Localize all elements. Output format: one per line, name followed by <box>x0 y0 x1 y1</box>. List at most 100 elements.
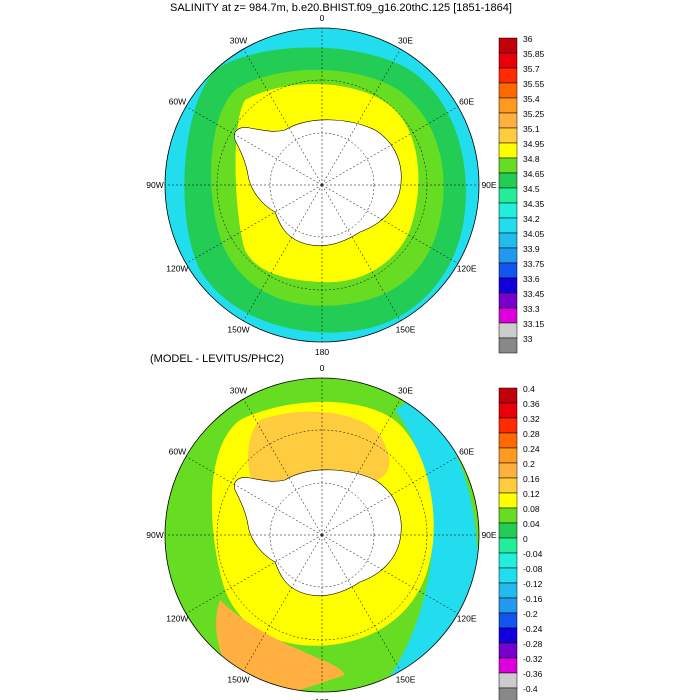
longitude-label: 90E <box>481 530 496 540</box>
colorbar-swatch <box>498 657 518 674</box>
longitude-label: 150E <box>396 675 416 685</box>
longitude-label: 30E <box>398 35 413 45</box>
longitude-label: 120E <box>457 614 477 624</box>
antarctica-landmass <box>234 469 402 597</box>
colorbar-tick-label: 33.3 <box>523 304 540 314</box>
colorbar-tick-label: 35.25 <box>523 109 545 119</box>
longitude-labels: 0 30E 60E 90E 120E 150E 180 150W 120W 90W 60W 30W <box>146 13 497 357</box>
colorbar-swatch <box>498 232 518 249</box>
colorbar-swatch <box>498 202 518 219</box>
colorbar-tick-label: -0.16 <box>523 594 543 604</box>
polar-map-difference: 0 30E 60E 90E 120E 150E 180 150W 120W 90W 60W 30W <box>146 363 497 700</box>
colorbar-swatch <box>498 277 518 294</box>
colorbar-tick-label: 0.28 <box>523 429 540 439</box>
colorbar-swatch <box>498 52 518 69</box>
colorbar-tick-label: 35.4 <box>523 94 540 104</box>
colorbar-swatch <box>498 67 518 84</box>
colorbar-tick-label: 0.4 <box>523 384 535 394</box>
colorbar-tick-label: 0.32 <box>523 414 540 424</box>
colorbar-swatch <box>498 217 518 234</box>
colorbar-swatch <box>498 567 518 584</box>
longitude-label: 180 <box>315 347 329 357</box>
colorbar-tick-label: 0.24 <box>523 444 540 454</box>
colorbar-swatch <box>498 552 518 569</box>
colorbar-tick-label: -0.4 <box>523 684 538 694</box>
colorbar-tick-label: -0.2 <box>523 609 538 619</box>
colorbar-tick-label: 35.85 <box>523 49 545 59</box>
colorbar-swatch <box>498 417 518 434</box>
longitude-label: 30W <box>230 35 247 45</box>
colorbar-tick-label: 34.8 <box>523 154 540 164</box>
colorbar-tick-label: 0.12 <box>523 489 540 499</box>
longitude-label: 60E <box>459 97 474 107</box>
colorbar-tick-label: -0.12 <box>523 579 543 589</box>
colorbar-swatch <box>498 82 518 99</box>
colorbar-swatch <box>498 462 518 479</box>
longitude-label: 150W <box>227 675 249 685</box>
colorbar-swatch <box>498 37 518 54</box>
colorbar-swatch <box>498 642 518 659</box>
colorbar-tick-label: 33 <box>523 334 533 344</box>
colorbar-tick-label: 0.2 <box>523 459 535 469</box>
difference-band-positive <box>216 600 345 690</box>
difference-band-positive <box>248 411 390 490</box>
longitude-labels: 0 30E 60E 90E 120E 150E 180 150W 120W 90W 60W 30W <box>146 363 497 700</box>
colorbar-tick-label: 34.5 <box>523 184 540 194</box>
colorbar-tick-label: 33.75 <box>523 259 545 269</box>
colorbar-salinity: 36 35.85 35.7 35.55 35.4 35.25 35.1 34.95 34.8 34… <box>498 34 545 354</box>
colorbar-tick-label: 0.04 <box>523 519 540 529</box>
colorbar-swatch <box>498 187 518 204</box>
difference-band-fresh <box>380 400 479 690</box>
colorbar-swatch <box>498 447 518 464</box>
colorbar-tick-label: 33.45 <box>523 289 545 299</box>
colorbar-tick-label: 33.9 <box>523 244 540 254</box>
longitude-label: 60W <box>169 447 186 457</box>
longitude-label: 90W <box>146 530 163 540</box>
colorbar-difference: 0.4 0.36 0.32 0.28 0.24 0.2 0.16 0.12 0.08 0.04 0 -… <box>498 384 543 700</box>
colorbar-swatch <box>498 582 518 599</box>
colorbar-tick-label: -0.28 <box>523 639 543 649</box>
colorbar-tick-label: 34.2 <box>523 214 540 224</box>
colorbar-tick-label: 0 <box>523 534 528 544</box>
colorbar-swatch <box>498 687 518 700</box>
colorbar-tick-label: 34.65 <box>523 169 545 179</box>
colorbar-swatch <box>498 292 518 309</box>
antarctica-landmass <box>234 119 402 247</box>
colorbar-swatch <box>498 597 518 614</box>
longitude-label: 0 <box>320 13 325 23</box>
colorbar-swatch <box>498 142 518 159</box>
longitude-label: 120W <box>166 614 188 624</box>
colorbar-swatch <box>498 522 518 539</box>
colorbar-tick-label: -0.04 <box>523 549 543 559</box>
colorbar-tick-label: 0.16 <box>523 474 540 484</box>
colorbar-swatch <box>498 127 518 144</box>
colorbar-tick-label: 35.55 <box>523 79 545 89</box>
colorbar-tick-label: 33.6 <box>523 274 540 284</box>
colorbar-tick-label: 34.95 <box>523 139 545 149</box>
colorbar-tick-label: 0.36 <box>523 399 540 409</box>
colorbar-swatch <box>498 507 518 524</box>
map-border <box>164 377 480 693</box>
colorbar-swatch <box>498 537 518 554</box>
colorbar-tick-label: -0.08 <box>523 564 543 574</box>
colorbar-tick-label: 34.05 <box>523 229 545 239</box>
longitude-label: 120W <box>166 264 188 274</box>
colorbar-swatch <box>498 612 518 629</box>
longitude-label: 30E <box>398 385 413 395</box>
longitude-label: 90W <box>146 180 163 190</box>
colorbar-tick-label: 35.7 <box>523 64 540 74</box>
panel-title-salinity: SALINITY at z= 984.7m, b.e20.BHIST.f09_g… <box>170 2 512 14</box>
colorbar-swatch <box>498 627 518 644</box>
longitude-label: 60W <box>169 97 186 107</box>
colorbar-swatch <box>498 307 518 324</box>
colorbar-tick-label: 34.35 <box>523 199 545 209</box>
longitude-label: 150W <box>227 325 249 335</box>
colorbar-swatch <box>498 97 518 114</box>
colorbar-swatch <box>498 387 518 404</box>
colorbar-swatch <box>498 322 518 339</box>
colorbar-swatch <box>498 262 518 279</box>
colorbar-swatch <box>498 157 518 174</box>
longitude-label: 150E <box>396 325 416 335</box>
longitude-label: 120E <box>457 264 477 274</box>
